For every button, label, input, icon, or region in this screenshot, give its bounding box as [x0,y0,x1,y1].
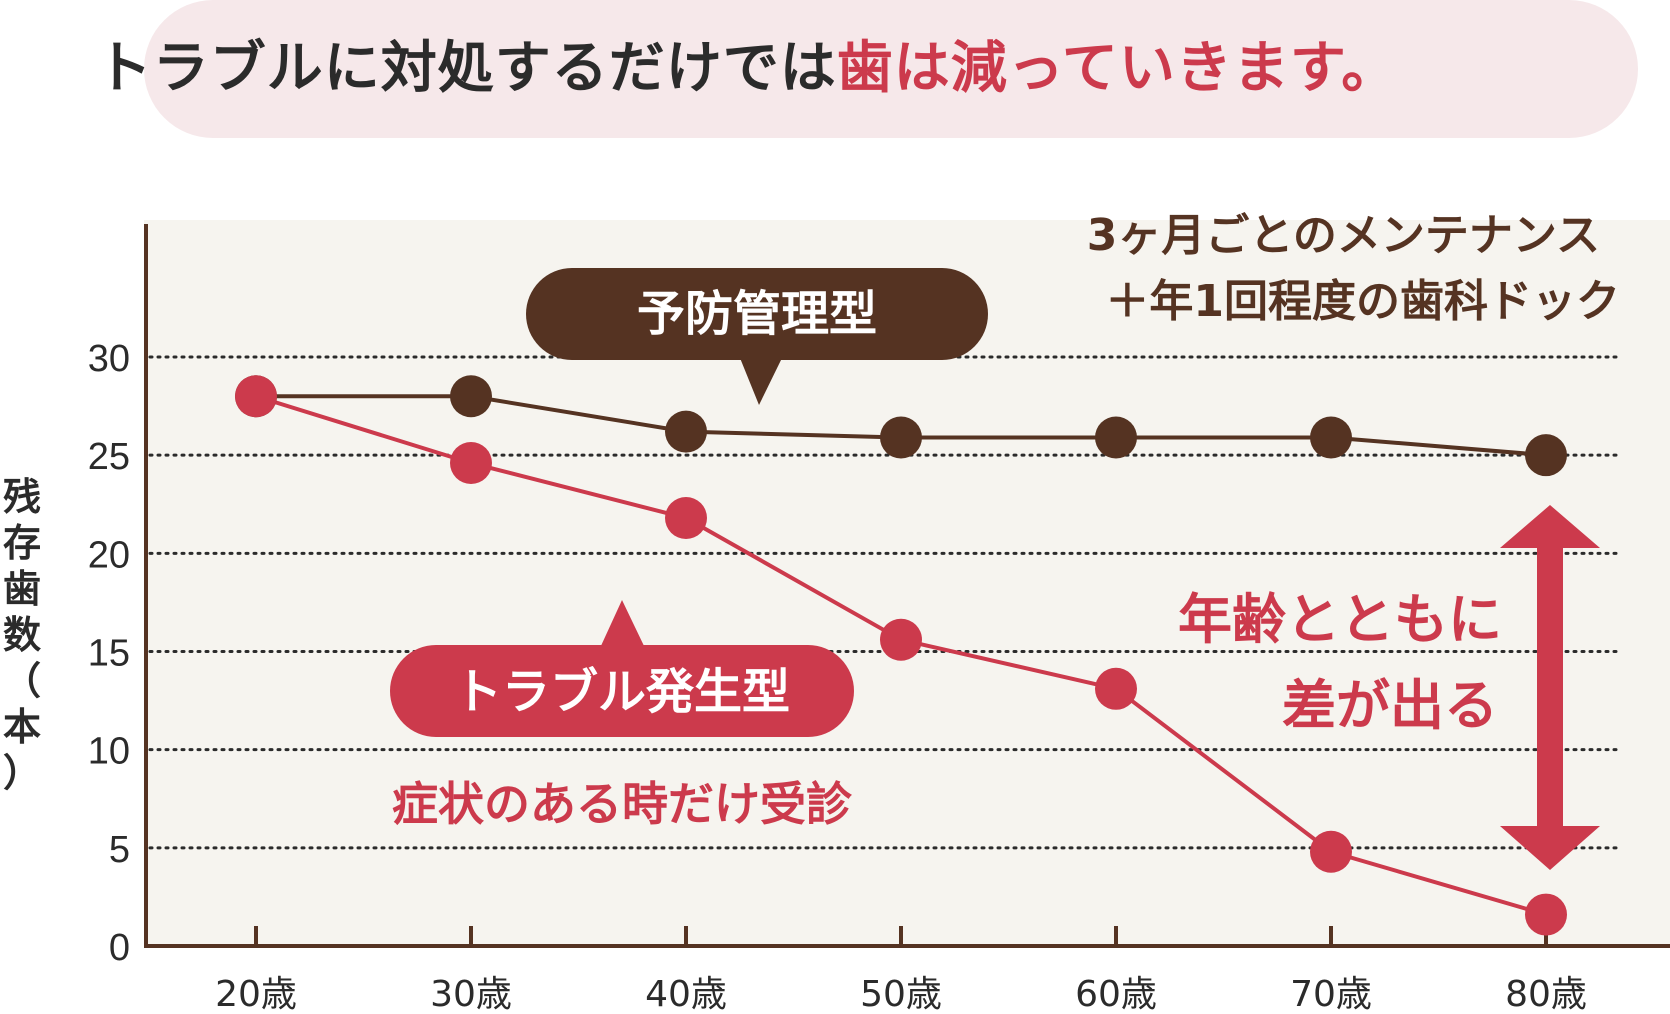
trouble-point-2 [665,496,707,539]
x-ticks: 20歳 30歳 40歳 50歳 60歳 70歳 80歳 [215,926,1587,1014]
headline-text: トラブルに対処するだけでは歯は減っていきます。 [0,0,1494,138]
x-tick-label-6: 80歳 [1505,974,1587,1014]
trouble-callout-pointer [600,600,645,648]
prevent-description-1: 3ヶ月ごとのメンテナンス [1087,210,1600,261]
y-axis-label-char: ） [3,751,41,795]
trouble-callout-box [390,645,854,737]
y-tick-label-0: 0 [109,927,130,969]
y-tick-label-5: 5 [109,829,130,871]
prevent-label: 予防管理型 [637,286,877,342]
x-tick-label-3: 50歳 [860,974,942,1014]
trouble-point-6 [1525,893,1567,936]
trouble-description: 症状のある時だけ受診 [392,777,853,831]
x-tick-label-2: 40歳 [645,974,727,1014]
prevent-point-4 [1095,416,1137,459]
x-tick-label-0: 20歳 [215,974,297,1014]
prevent-callout-pointer [740,358,782,405]
y-axis-label: 残存歯数（本） [3,475,41,795]
y-axis-label-char: 歯 [3,567,41,611]
gap-text-2: 差が出る [1282,674,1498,737]
prevent-callout-box [526,268,988,360]
y-tick-label-30: 30 [88,338,130,380]
headline-highlight: 歯は減っていきます。 [836,36,1399,101]
prevent-point-2 [665,410,707,453]
gap-arrow [1500,505,1600,870]
trouble-label: トラブル発生型 [454,664,790,720]
trouble-point-4 [1095,667,1137,710]
y-tick-label-15: 15 [88,633,130,675]
trouble-callout: トラブル発生型 [390,600,854,737]
trouble-point-1 [450,442,492,485]
trouble-point-5 [1310,830,1352,873]
x-tick-label-1: 30歳 [430,974,512,1014]
y-axis-label-char: 数 [3,613,41,657]
trouble-point-3 [880,618,922,661]
y-axis-label-char: 存 [3,521,41,565]
trouble-point-0 [235,375,277,418]
x-tick-label-5: 70歳 [1290,974,1372,1014]
headline-banner [144,0,1638,138]
y-tick-label-20: 20 [88,534,130,576]
headline-dark: トラブルに対処するだけでは [95,36,837,101]
y-tick-label-25: 25 [88,436,130,478]
prevent-description-2: ＋年1回程度の歯科ドック [1105,276,1620,327]
prevent-point-1 [450,375,492,418]
gap-text-1: 年齢とともに [1178,588,1502,651]
y-axis-label-char: 本 [3,705,41,749]
prevent-point-6 [1525,434,1567,477]
y-tick-label-10: 10 [88,731,130,773]
x-tick-label-4: 60歳 [1075,974,1157,1014]
gap-arrow-shape [1500,505,1600,870]
prevent-point-5 [1310,416,1352,459]
data-series [235,375,1567,936]
y-axis-label-char: 残 [3,475,41,519]
axes [144,224,1670,948]
prevent-point-3 [880,416,922,459]
y-tick-labels: 0 5 10 15 20 25 30 [88,338,130,969]
y-axis-label-char: （ [3,659,41,703]
prevent-callout: 予防管理型 [526,268,988,405]
